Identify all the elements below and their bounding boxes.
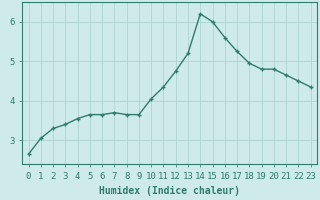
X-axis label: Humidex (Indice chaleur): Humidex (Indice chaleur) (99, 186, 240, 196)
